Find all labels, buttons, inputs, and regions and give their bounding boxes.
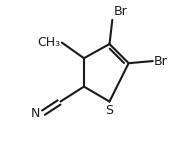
Text: CH₃: CH₃ [37,36,60,49]
Text: N: N [31,107,41,120]
Text: S: S [105,104,113,117]
Text: Br: Br [114,5,127,18]
Text: Br: Br [154,55,168,68]
